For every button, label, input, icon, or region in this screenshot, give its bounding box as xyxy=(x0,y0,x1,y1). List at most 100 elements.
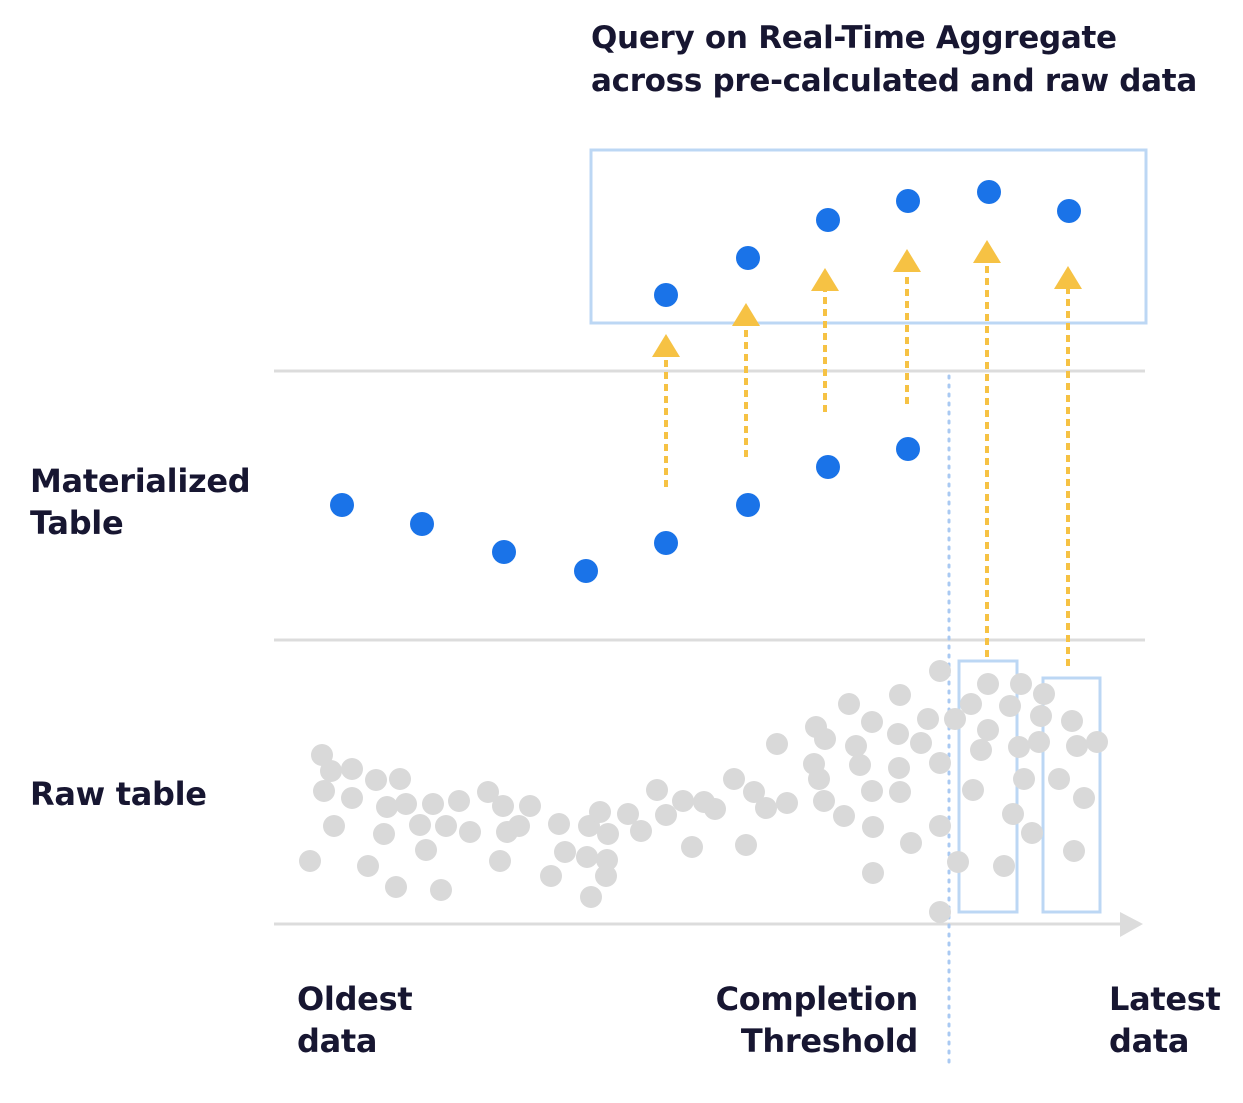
raw-point-7 xyxy=(389,768,411,790)
raw-point-81 xyxy=(970,739,992,761)
time-axis xyxy=(274,912,1143,937)
raw-point-71 xyxy=(900,832,922,854)
raw-point-1 xyxy=(311,744,333,766)
arrow-2 xyxy=(732,303,760,457)
raw-point-45 xyxy=(681,836,703,858)
raw-point-93 xyxy=(1061,710,1083,732)
aggregation-arrows xyxy=(652,240,1082,666)
raw-point-64 xyxy=(862,862,884,884)
aggregate-point-6 xyxy=(1057,199,1081,223)
raw-point-61 xyxy=(849,754,871,776)
raw-point-23 xyxy=(492,795,514,817)
raw-point-34 xyxy=(554,841,576,863)
raw-point-65 xyxy=(889,684,911,706)
raw-point-10 xyxy=(323,815,345,837)
materialized-points xyxy=(330,437,920,583)
raw-point-9 xyxy=(395,793,417,815)
raw-point-11 xyxy=(373,823,395,845)
raw-point-36 xyxy=(596,849,618,871)
raw-point-74 xyxy=(929,752,951,774)
raw-point-70 xyxy=(889,781,911,803)
raw-point-19 xyxy=(357,855,379,877)
raw-point-32 xyxy=(617,803,639,825)
aggregate-point-4 xyxy=(896,189,920,213)
raw-point-84 xyxy=(1010,673,1032,695)
arrow-head-1 xyxy=(652,334,680,357)
time-axis-arrowhead xyxy=(1120,912,1143,937)
arrow-head-5 xyxy=(973,240,1001,263)
materialized-point-2 xyxy=(410,512,434,536)
raw-point-60 xyxy=(845,735,867,757)
raw-point-98 xyxy=(1063,840,1085,862)
raw-point-94 xyxy=(1066,735,1088,757)
raw-point-75 xyxy=(929,815,951,837)
raw-point-21 xyxy=(430,879,452,901)
raw-data-points xyxy=(299,660,1108,923)
materialized-table-label: Materialized Table xyxy=(30,462,251,542)
raw-point-4 xyxy=(313,780,335,802)
arrow-head-2 xyxy=(732,303,760,326)
raw-point-46 xyxy=(723,768,745,790)
raw-point-78 xyxy=(960,693,982,715)
raw-point-8 xyxy=(376,796,398,818)
raw-point-26 xyxy=(508,815,530,837)
raw-point-83 xyxy=(999,695,1021,717)
raw-point-31 xyxy=(597,823,619,845)
raw-point-44 xyxy=(704,798,726,820)
raw-point-80 xyxy=(977,719,999,741)
raw-point-42 xyxy=(672,790,694,812)
raw-point-82 xyxy=(962,779,984,801)
raw-point-20 xyxy=(385,876,407,898)
raw-point-97 xyxy=(1073,787,1095,809)
raw-point-67 xyxy=(917,708,939,730)
raw-point-5 xyxy=(341,787,363,809)
raw-point-53 xyxy=(814,728,836,750)
arrow-head-4 xyxy=(893,249,921,272)
materialized-point-6 xyxy=(736,493,760,517)
raw-point-68 xyxy=(910,732,932,754)
raw-point-51 xyxy=(766,733,788,755)
raw-point-13 xyxy=(422,793,444,815)
raw-point-92 xyxy=(1028,731,1050,753)
raw-point-63 xyxy=(862,816,884,838)
arrow-1 xyxy=(652,334,680,487)
raw-point-6 xyxy=(365,769,387,791)
raw-point-35 xyxy=(576,846,598,868)
materialized-point-7 xyxy=(816,455,840,479)
raw-point-33 xyxy=(630,820,652,842)
arrow-6 xyxy=(1054,266,1082,666)
raw-table-label: Raw table xyxy=(30,775,207,813)
raw-point-96 xyxy=(1048,768,1070,790)
raw-window-box-2 xyxy=(1041,676,1102,914)
materialized-point-5 xyxy=(654,531,678,555)
raw-point-22 xyxy=(477,781,499,803)
arrow-5 xyxy=(973,240,1001,657)
materialized-point-4 xyxy=(574,559,598,583)
raw-point-76 xyxy=(947,851,969,873)
raw-point-3 xyxy=(341,758,363,780)
raw-point-41 xyxy=(655,804,677,826)
raw-point-58 xyxy=(838,693,860,715)
aggregate-point-5 xyxy=(977,180,1001,204)
raw-point-47 xyxy=(743,781,765,803)
oldest-data-label: Oldest data xyxy=(297,980,413,1060)
raw-point-17 xyxy=(415,839,437,861)
raw-point-50 xyxy=(735,834,757,856)
raw-point-48 xyxy=(755,797,777,819)
raw-point-39 xyxy=(580,886,602,908)
raw-point-24 xyxy=(519,795,541,817)
raw-point-55 xyxy=(808,768,830,790)
raw-point-27 xyxy=(489,850,511,872)
raw-point-66 xyxy=(887,723,909,745)
raw-point-79 xyxy=(977,673,999,695)
raw-point-56 xyxy=(813,790,835,812)
aggregate-point-2 xyxy=(736,246,760,270)
raw-point-18 xyxy=(299,850,321,872)
raw-point-30 xyxy=(589,801,611,823)
raw-point-38 xyxy=(595,865,617,887)
raw-point-69 xyxy=(888,757,910,779)
raw-point-2 xyxy=(320,760,342,782)
latest-data-label: Latest data xyxy=(1109,980,1221,1060)
raw-point-49 xyxy=(776,792,798,814)
